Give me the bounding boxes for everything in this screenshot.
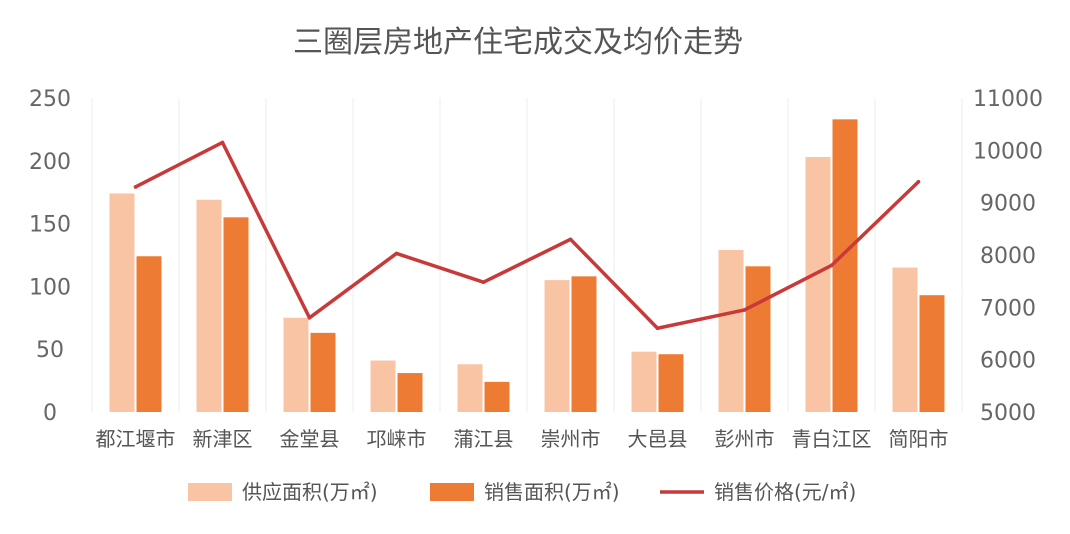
sales-area-bar [745,266,771,412]
y-right-tick-label: 6000 [980,349,1036,374]
supply-area-bar [631,351,657,412]
y-axis-right: 5000 6000 7000 8000 9000 10000 11000 [973,87,1043,426]
category-label: 金堂县 [280,427,340,451]
category-label: 青白江区 [792,427,872,451]
y-axis-left: 0 50 100 150 200 250 [29,87,71,426]
price-line [133,140,921,331]
price-point [742,308,747,312]
category-label: 邛崃市 [367,427,427,451]
category-label: 新津区 [193,427,253,451]
legend-label: 供应面积(万㎡) [242,480,378,504]
legend: 供应面积(万㎡) 销售面积(万㎡) 销售价格(元/㎡) [188,480,856,504]
x-axis-categories: 都江堰市 新津区 金堂县 邛崃市 蒲江县 崇州市 大邑县 彭州市 青白江区 简阳市 [96,427,949,451]
y-left-tick-label: 100 [29,275,71,300]
price-point [916,179,921,184]
bars [109,119,945,413]
price-point [394,251,399,256]
y-left-tick-label: 50 [36,338,64,363]
chart-title: 三圈层房地产住宅成交及均价走势 [293,25,743,60]
legend-swatch [430,483,474,501]
y-left-tick-label: 0 [43,401,57,426]
price-point [568,237,573,242]
sales-area-bar [136,256,162,412]
supply-area-bar [544,280,570,412]
sales-area-bar [658,354,684,412]
y-right-tick-label: 7000 [980,296,1036,321]
y-right-tick-label: 9000 [980,192,1036,217]
supply-area-bar [805,157,831,412]
category-label: 大邑县 [628,427,688,451]
sales-area-bar [223,217,249,412]
category-label: 崇州市 [541,427,601,451]
y-left-tick-label: 200 [29,150,71,175]
y-right-tick-label: 10000 [973,139,1043,164]
price-line-path [134,140,920,331]
supply-area-bar [370,360,396,412]
category-label: 简阳市 [889,427,949,451]
y-right-tick-label: 5000 [980,401,1036,426]
y-right-tick-label: 8000 [980,244,1036,269]
legend-label: 销售面积(万㎡) [484,480,620,504]
legend-label: 销售价格(元/㎡) [714,480,856,504]
price-point [655,326,660,331]
price-point [133,185,138,189]
price-point [481,280,486,285]
supply-area-bar [109,193,135,412]
y-left-tick-label: 150 [29,213,71,238]
sales-area-bar [832,119,858,413]
sales-area-bar [310,332,336,412]
price-point [220,140,225,145]
sales-area-bar [397,373,423,412]
price-point [829,263,834,268]
legend-swatch [188,483,232,501]
y-right-tick-label: 11000 [973,87,1043,112]
supply-area-bar [718,249,744,412]
supply-area-bar [457,364,483,412]
supply-area-bar [892,267,918,412]
price-point [307,316,312,320]
gridlines [91,98,963,412]
category-label: 蒲江县 [454,427,514,451]
supply-area-bar [196,199,222,412]
sales-area-bar [571,276,597,412]
supply-area-bar [283,317,309,412]
y-left-tick-label: 250 [29,87,71,112]
sales-area-bar [919,295,945,412]
category-label: 彭州市 [715,427,775,451]
category-label: 都江堰市 [96,427,176,451]
sales-area-bar [484,381,510,412]
